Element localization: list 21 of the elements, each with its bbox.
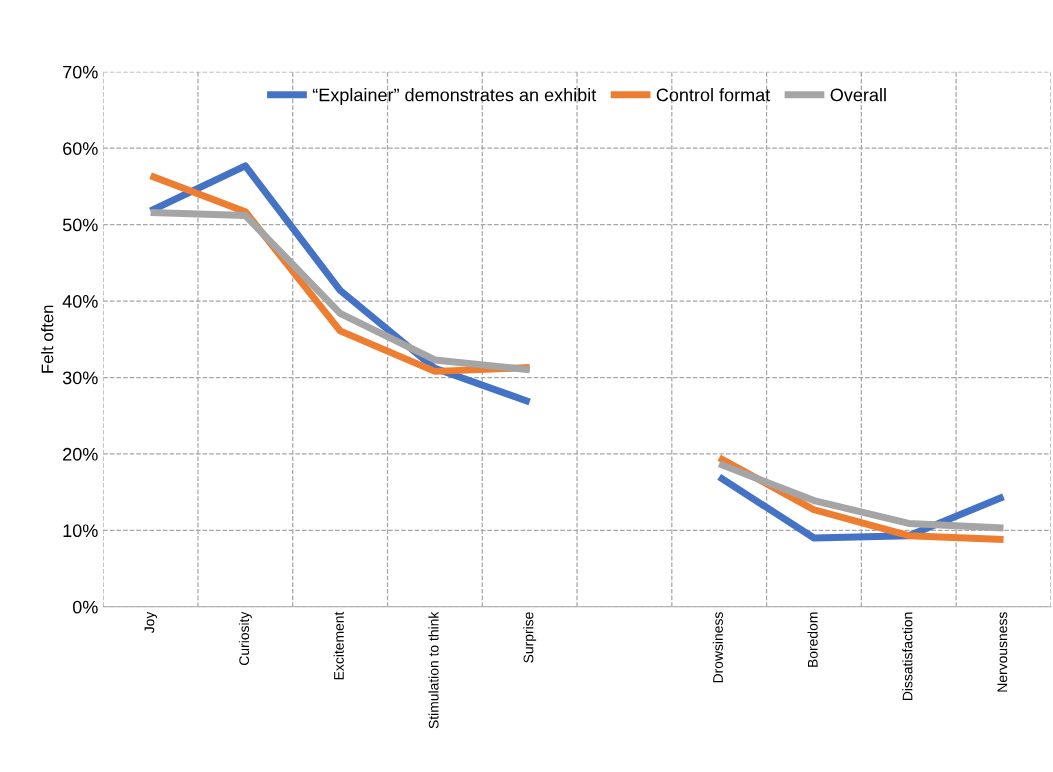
x-tick-label: Boredom [807, 612, 818, 667]
y-tick-label: 60% [63, 142, 98, 155]
legend-label: “Explainer” demonstrates an exhibit [312, 88, 597, 105]
y-axis-title: Felt often [41, 305, 54, 373]
y-tick-label: 70% [63, 65, 98, 79]
y-tick-label: 50% [62, 218, 98, 232]
x-tick-label: Surprise [523, 612, 537, 663]
x-tick-label: Drowsiness [712, 612, 723, 683]
y-tick-label: 30% [62, 371, 98, 385]
x-tick-label: Nervousness [997, 612, 1008, 692]
y-tick-label: 20% [63, 447, 98, 461]
x-tick-label: Curiosity [238, 611, 252, 665]
y-tick-label: 0% [72, 600, 98, 614]
x-tick-label: Stimulation to think [428, 611, 439, 729]
x-tick-label: Dissatisfaction [902, 612, 913, 701]
y-tick-label: 10% [63, 524, 98, 538]
legend-label: Control format [656, 88, 771, 102]
legend-label: Overall [830, 88, 886, 102]
x-tick-label: Excitement [333, 611, 344, 680]
x-tick-label: Joy [144, 611, 158, 634]
y-tick-label: 40% [62, 295, 98, 308]
